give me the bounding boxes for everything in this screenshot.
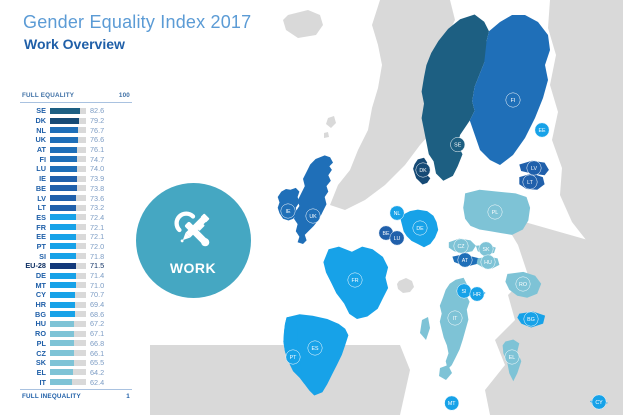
svg-text:HR: HR	[473, 292, 481, 298]
svg-text:DE: DE	[416, 226, 424, 232]
svg-text:FI: FI	[511, 98, 516, 104]
svg-text:HU: HU	[484, 260, 492, 266]
svg-text:LV: LV	[531, 166, 538, 172]
svg-text:UK: UK	[309, 214, 317, 220]
svg-text:DK: DK	[419, 168, 427, 174]
svg-text:RO: RO	[519, 282, 527, 288]
svg-text:EE: EE	[538, 128, 546, 134]
svg-text:SI: SI	[461, 289, 466, 295]
svg-text:EL: EL	[509, 355, 516, 361]
svg-text:ES: ES	[311, 346, 319, 352]
svg-text:FR: FR	[351, 278, 358, 284]
svg-text:CZ: CZ	[457, 244, 465, 250]
svg-text:BE: BE	[382, 231, 390, 237]
svg-text:BG: BG	[527, 317, 535, 323]
svg-text:LU: LU	[394, 236, 401, 242]
svg-text:NL: NL	[394, 211, 401, 217]
svg-text:IE: IE	[285, 209, 290, 215]
svg-text:PT: PT	[290, 355, 298, 361]
svg-text:IT: IT	[453, 316, 458, 322]
svg-text:PL: PL	[492, 210, 499, 216]
svg-text:SE: SE	[454, 143, 462, 149]
svg-text:MT: MT	[448, 401, 456, 407]
svg-text:LT: LT	[527, 180, 534, 186]
svg-text:SK: SK	[482, 247, 490, 253]
svg-text:AT: AT	[462, 258, 469, 264]
svg-text:CY: CY	[595, 400, 603, 406]
